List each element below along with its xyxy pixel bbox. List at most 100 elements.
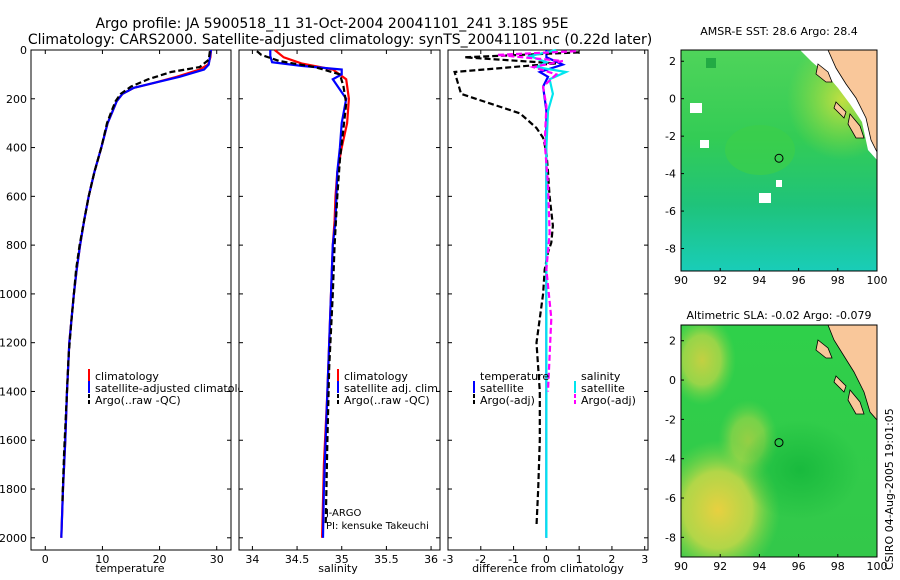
x-tick-label: -2 (475, 553, 486, 566)
y-tick-label: -2 (665, 130, 676, 143)
difference-legend: temperature satellite Argo(-adj) salinit… (473, 370, 636, 407)
y-tick-label: 1000 (0, 288, 27, 301)
x-tick-label: 100 (867, 274, 888, 287)
x-tick-label: 35 (335, 553, 349, 566)
legend-label-argo: Argo(..raw -QC) (95, 394, 181, 407)
legend-label-satellite: satellite-adjusted climatology (95, 382, 258, 395)
sla-high-region (681, 325, 736, 405)
side-timestamp: CSIRO 04-Aug-2005 19:01:05 (883, 408, 896, 570)
y-tick-label: 2 (669, 55, 676, 68)
sst-missing-pixel (776, 180, 782, 187)
y-tick-label: 2 (669, 335, 676, 348)
salinity-legend: climatology satellite adj. clim. Argo(..… (325, 369, 441, 532)
legend-header-salinity: salinity (581, 370, 621, 383)
x-tick-label: -3 (443, 553, 454, 566)
y-tick-label: -8 (665, 243, 676, 256)
y-tick-label: 1800 (0, 483, 27, 496)
y-tick-label: 400 (6, 142, 27, 155)
temperature-profile-panel: 0 10 20 30 0 200 400 600 800 1000 1200 1400 1600 1800… (0, 44, 258, 575)
y-tick-label: 600 (6, 190, 27, 203)
y-tick-label: -6 (665, 492, 676, 505)
sst-map-title: AMSR-E SST: 28.6 Argo: 28.4 (700, 25, 858, 38)
island (833, 375, 847, 393)
x-tick-label: 92 (713, 560, 727, 573)
legend-label-sal-argo: Argo(-adj) (581, 394, 636, 407)
temperature-xlabel: temperature (95, 562, 164, 575)
legend-header-temperature: temperature (480, 370, 549, 383)
sst-map-frame (680, 49, 878, 272)
legend-label-climatology: climatology (95, 370, 159, 383)
sumatra-land (827, 50, 877, 153)
sla-map-title: Altimetric SLA: -0.02 Argo: -0.079 (687, 309, 872, 322)
x-tick-label: 0 (543, 553, 550, 566)
island (847, 113, 865, 139)
sst-missing-pixel (700, 140, 709, 148)
legend-label-argo: Argo(..raw -QC) (344, 394, 430, 407)
y-tick-label: 200 (6, 93, 27, 106)
sla-map-field (681, 325, 877, 557)
sumatra-land (827, 325, 877, 421)
difference-xlabel: difference from climatology (472, 562, 624, 575)
legend-label-temp-satellite: satellite (480, 382, 524, 395)
argo-float-marker (774, 438, 784, 448)
y-tick-label: 1600 (0, 434, 27, 447)
y-tick-label: -8 (665, 531, 676, 544)
x-tick-label: 2 (608, 553, 615, 566)
sst-missing-pixel (759, 193, 771, 203)
y-tick-label: -6 (665, 205, 676, 218)
x-tick-label: 1 (576, 553, 583, 566)
x-tick-label: 96 (792, 274, 806, 287)
sst-missing-pixel (690, 103, 702, 113)
annotation-pi: PI: kensuke Takeuchi (326, 521, 429, 532)
y-tick-label: 1200 (0, 337, 27, 350)
figure-title-line1: Argo profile: JA 5900518_11 31-Oct-2004 … (95, 16, 569, 32)
argo-float-marker (774, 153, 784, 163)
sst-map-panel: AMSR-E SST: 28.6 Argo: 28.4 90 92 94 96 98 10… (665, 25, 888, 287)
x-tick-label: 94 (752, 274, 766, 287)
x-tick-label: 98 (831, 560, 845, 573)
legend-label-sal-satellite: satellite (581, 382, 625, 395)
x-tick-label: 96 (792, 560, 806, 573)
x-tick-label: 92 (713, 274, 727, 287)
legend-label-temp-argo: Argo(-adj) (480, 394, 535, 407)
y-tick-label: 800 (6, 239, 27, 252)
series-line-temperature-argo-adj (453, 51, 580, 526)
sst-map-field (681, 50, 877, 271)
x-tick-label: 34.5 (285, 553, 310, 566)
y-tick-label: -2 (665, 413, 676, 426)
y-tick-label: 0 (669, 374, 676, 387)
island (833, 101, 847, 119)
series-line-argo-raw-qc (61, 51, 211, 502)
sla-map-frame (680, 324, 878, 558)
y-tick-label: 0 (669, 93, 676, 106)
island (815, 339, 833, 359)
x-tick-label: 98 (831, 274, 845, 287)
temperature-legend: climatology satellite-adjusted climatolo… (88, 369, 258, 407)
y-tick-label: -4 (665, 168, 676, 181)
x-tick-label: 90 (674, 274, 688, 287)
temperature-axes-box (30, 49, 232, 551)
legend-label-satellite: satellite adj. clim. (344, 382, 441, 395)
series-line-salinity-satellite (526, 48, 570, 538)
y-tick-label: 1400 (0, 385, 27, 398)
y-tick-label: 0 (20, 44, 27, 57)
sla-map-panel: Altimetric SLA: -0.02 Argo: -0.079 90 92 9… (665, 309, 888, 573)
x-tick-label: 30 (210, 553, 224, 566)
sla-low-region (740, 420, 860, 520)
x-tick-label: 3 (641, 553, 648, 566)
x-tick-label: -1 (508, 553, 519, 566)
figure-title-line2: Climatology: CARS2000. Satellite-adjuste… (27, 32, 653, 48)
sst-cool-pixel (706, 58, 716, 68)
x-tick-label: 10 (95, 553, 109, 566)
island (815, 63, 833, 83)
series-line-argo-raw-qc (256, 50, 348, 526)
salinity-profile-panel: 34 34.5 35 35.5 36 climatology satellite adj… (238, 49, 441, 575)
x-tick-label: 20 (153, 553, 167, 566)
x-tick-label: 100 (867, 560, 888, 573)
y-tick-label: -4 (665, 453, 676, 466)
salinity-axes-box (238, 49, 441, 551)
salinity-xlabel: salinity (318, 562, 358, 575)
x-tick-label: 35.5 (374, 553, 399, 566)
island (847, 389, 865, 415)
legend-label-climatology: climatology (344, 370, 408, 383)
